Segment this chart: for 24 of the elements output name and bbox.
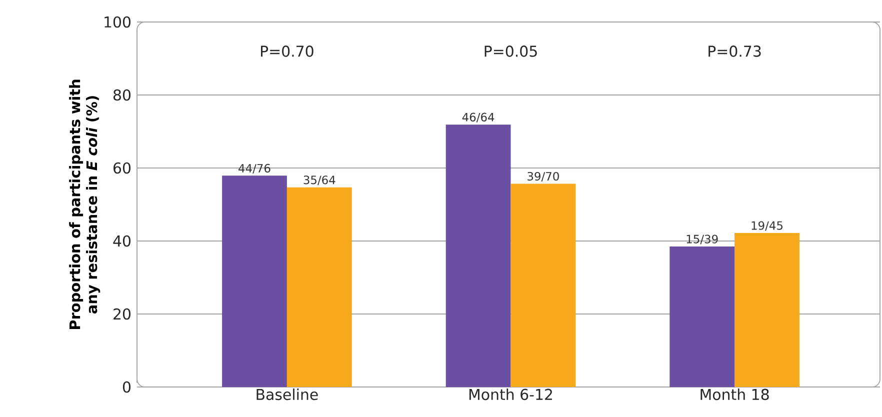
x-tick-label: Month 18 [700,388,769,400]
annotation: P=0.73 [708,46,761,57]
bar [286,187,352,387]
data-label: 35/64 [304,176,336,186]
y-tick-label: 80 [113,89,130,101]
x-tick-label: Baseline [256,388,318,400]
data-label: 44/76 [238,164,270,174]
bar [222,176,287,387]
x-tick-label: Month 6-12 [469,388,552,400]
bar [446,124,511,387]
y-tick-label: 60 [114,162,130,174]
data-label: 19/45 [752,221,782,231]
annotation: P=0.05 [484,46,537,57]
y-tick-label: 20 [114,308,130,320]
y-tick-label: 0 [122,381,130,393]
bar [734,232,800,387]
data-label: 39/70 [528,172,559,182]
bar [510,184,576,387]
data-label: 15/39 [686,234,718,244]
bar [670,246,735,387]
y-tick-label: 100 [104,16,130,28]
y-tick-label: 40 [113,235,130,247]
data-label: 46/64 [462,112,494,122]
annotation: P=0.70 [261,46,314,57]
